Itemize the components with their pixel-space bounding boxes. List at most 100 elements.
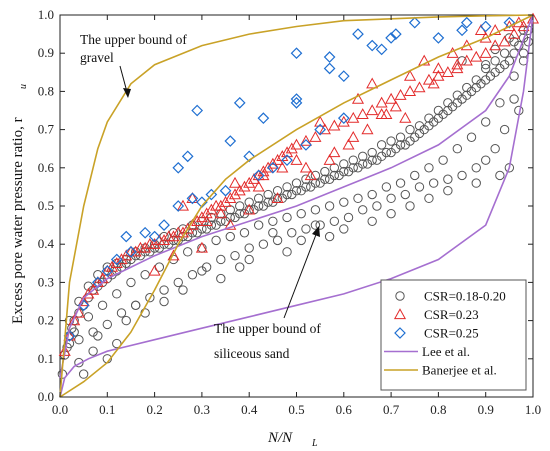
data-point-triangle — [219, 195, 232, 207]
data-point-circle — [410, 170, 420, 181]
data-point-circle — [197, 266, 207, 276]
data-point-circle — [320, 166, 330, 177]
data-point-circle — [443, 174, 453, 184]
data-point-triangle — [195, 211, 208, 223]
data-point-triangle — [366, 77, 379, 89]
data-point-triangle — [191, 215, 204, 226]
data-point-diamond — [181, 150, 194, 163]
data-point-circle — [112, 289, 122, 299]
data-point-circle — [462, 82, 472, 93]
data-point-circle — [348, 163, 358, 173]
data-point-triangle — [356, 108, 369, 119]
data-point-triangle — [389, 100, 402, 112]
data-point-triangle — [512, 16, 525, 28]
data-point-circle — [324, 201, 335, 211]
data-point-circle — [523, 37, 533, 47]
data-point-circle — [372, 201, 382, 211]
data-point-circle — [386, 208, 396, 219]
data-point-triangle — [460, 54, 473, 66]
legend-marker-diamond — [394, 327, 406, 339]
data-point-circle — [353, 193, 363, 204]
data-point-circle — [499, 124, 510, 135]
data-point-triangle — [148, 264, 161, 276]
data-point-diamond — [323, 62, 336, 75]
data-point-circle — [116, 308, 127, 318]
data-point-circle — [386, 193, 396, 204]
data-point-circle — [287, 228, 297, 238]
data-point-diamond — [120, 230, 133, 243]
data-point-triangle — [257, 169, 270, 181]
data-point-circle — [343, 212, 354, 223]
data-point-circle — [405, 124, 415, 135]
data-point-triangle — [228, 176, 242, 188]
data-point-triangle — [167, 249, 180, 261]
data-point-diamond — [460, 16, 473, 29]
data-point-circle — [296, 208, 306, 219]
data-point-circle — [466, 132, 477, 142]
data-point-diamond — [219, 184, 232, 197]
data-point-triangle — [290, 138, 303, 150]
data-point-triangle — [399, 111, 412, 123]
data-point-triangle — [318, 123, 331, 135]
data-point-circle — [367, 216, 377, 226]
data-point-triangle — [418, 54, 431, 66]
data-point-circle — [282, 212, 292, 223]
data-point-diamond — [389, 28, 402, 40]
data-point-diamond — [125, 245, 137, 258]
data-point-triangle — [148, 237, 161, 249]
data-point-circle — [381, 147, 392, 158]
data-point-triangle — [508, 27, 521, 39]
series-layer — [57, 12, 540, 379]
data-point-triangle — [228, 188, 242, 200]
data-point-circle — [443, 98, 453, 108]
data-point-diamond — [186, 192, 199, 205]
data-point-circle — [452, 144, 463, 154]
data-point-triangle — [290, 153, 303, 165]
data-point-circle — [452, 90, 463, 100]
data-point-triangle — [299, 134, 313, 146]
data-point-diamond — [337, 112, 350, 124]
data-point-triangle — [403, 85, 417, 97]
data-point-circle — [130, 300, 141, 311]
data-point-circle — [310, 220, 321, 230]
data-point-circle — [268, 216, 278, 226]
data-point-diamond — [281, 154, 293, 167]
data-point-circle — [263, 189, 273, 200]
data-point-circle — [428, 178, 439, 188]
data-point-circle — [126, 277, 136, 288]
data-point-diamond — [385, 32, 397, 44]
data-point-triangle — [366, 104, 379, 116]
y-tick-label: 1.0 — [38, 7, 54, 22]
data-point-triangle — [470, 50, 483, 62]
data-point-diamond — [243, 150, 256, 163]
data-point-diamond — [205, 188, 218, 201]
data-point-circle — [395, 178, 406, 188]
data-point-triangle — [110, 257, 123, 268]
data-point-triangle — [243, 176, 256, 188]
data-point-diamond — [172, 200, 185, 212]
data-point-circle — [424, 163, 434, 173]
data-point-circle — [490, 144, 500, 154]
data-point-triangle — [299, 161, 313, 173]
data-point-circle — [291, 178, 302, 188]
data-point-triangle — [252, 180, 265, 192]
data-point-triangle — [413, 81, 426, 93]
data-point-triangle — [139, 241, 152, 253]
data-point-triangle — [262, 161, 275, 173]
data-point-triangle — [205, 203, 218, 215]
data-point-circle — [320, 174, 330, 184]
data-point-circle — [386, 136, 396, 146]
data-point-triangle — [176, 199, 190, 211]
data-point-triangle — [517, 20, 530, 32]
data-point-circle — [145, 292, 155, 303]
data-point-circle — [253, 193, 264, 204]
y-tick-label: 0.9 — [38, 45, 54, 60]
data-point-diamond — [139, 226, 151, 239]
data-point-circle — [216, 254, 226, 265]
data-point-circle — [381, 182, 392, 192]
data-point-circle — [405, 201, 415, 211]
data-point-circle — [339, 197, 349, 207]
data-point-triangle — [224, 192, 237, 204]
data-point-triangle — [479, 46, 492, 58]
data-point-circle — [272, 186, 283, 196]
